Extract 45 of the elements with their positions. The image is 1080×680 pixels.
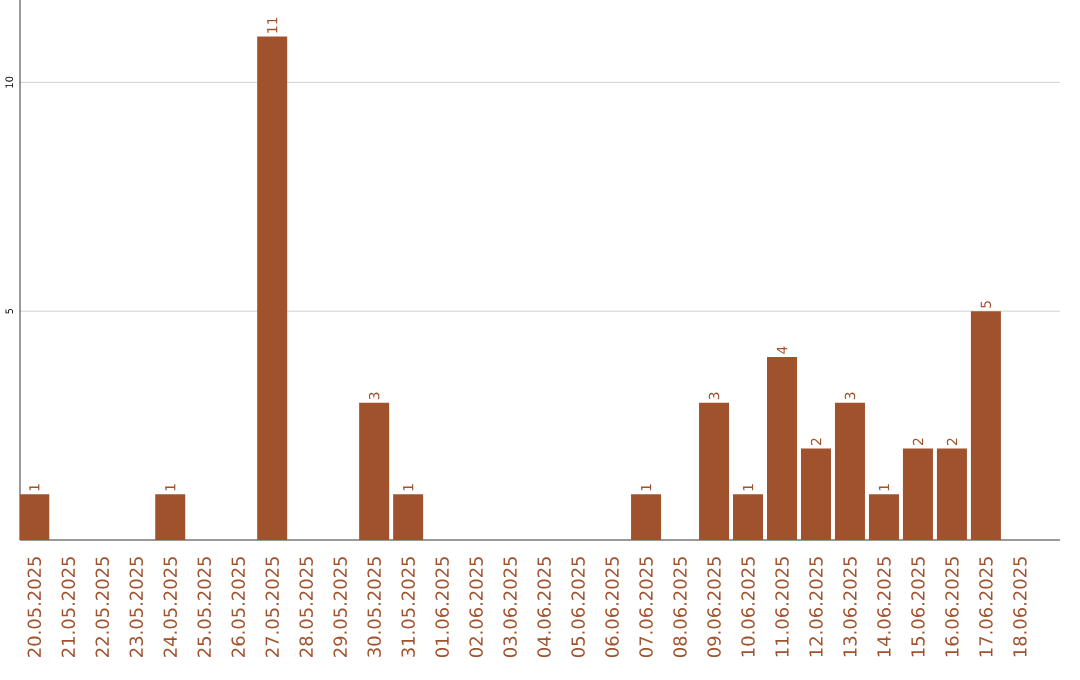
x-tick-label: 14.06.2025 [877, 557, 891, 657]
x-tick-label: 24.05.2025 [163, 557, 177, 657]
x-tick-label: 08.06.2025 [673, 557, 687, 658]
x-tick-label: 11.06.2025 [775, 557, 789, 657]
x-tick-label: 05.06.2025 [571, 557, 585, 658]
bar [902, 448, 933, 540]
x-tick-label: 20.05.2025 [27, 557, 42, 657]
x-tick-label: 06.06.2025 [605, 557, 619, 658]
x-tick-label: 16.06.2025 [945, 557, 959, 657]
x-tick-label: 03.06.2025 [503, 557, 517, 658]
bar [359, 402, 390, 540]
x-tick-label: 07.06.2025 [639, 557, 653, 658]
bar [970, 311, 1001, 540]
bar [631, 494, 662, 540]
bar [868, 494, 899, 540]
x-tick-label: 04.06.2025 [537, 557, 551, 658]
x-tick-label: 21.05.2025 [61, 557, 76, 657]
x-tick-label: 13.06.2025 [843, 557, 857, 657]
x-tick-label: 23.05.2025 [129, 557, 144, 657]
x-tick-label: 27.05.2025 [265, 557, 279, 657]
x-tick-label: 22.05.2025 [95, 557, 110, 657]
bar [936, 448, 967, 540]
x-tick-label: 26.05.2025 [231, 557, 245, 657]
x-tick-label: 09.06.2025 [707, 557, 721, 658]
x-tick-label: 25.05.2025 [197, 557, 211, 657]
bar [834, 402, 865, 540]
x-tick-label: 18.06.2025 [1013, 557, 1027, 657]
bar [393, 494, 424, 540]
x-tick-label: 12.06.2025 [809, 557, 823, 657]
bar [155, 494, 186, 540]
bar [20, 494, 50, 540]
bar [257, 36, 288, 540]
bar [767, 356, 797, 540]
x-tick-label: 10.06.2025 [741, 557, 755, 657]
x-tick-label: 02.06.2025 [469, 557, 483, 658]
x-tick-label: 31.05.2025 [401, 557, 415, 657]
bar [699, 402, 730, 540]
x-tick-label: 17.06.2025 [979, 557, 993, 657]
x-tick-label: 29.05.2025 [333, 557, 347, 657]
x-tick-label: 28.05.2025 [299, 557, 313, 657]
x-tick-label: 01.06.2025 [435, 557, 449, 658]
x-tick-label: 15.06.2025 [911, 557, 925, 657]
x-tick-label: 30.05.2025 [367, 557, 381, 657]
bar [800, 448, 831, 540]
bar [733, 494, 764, 540]
